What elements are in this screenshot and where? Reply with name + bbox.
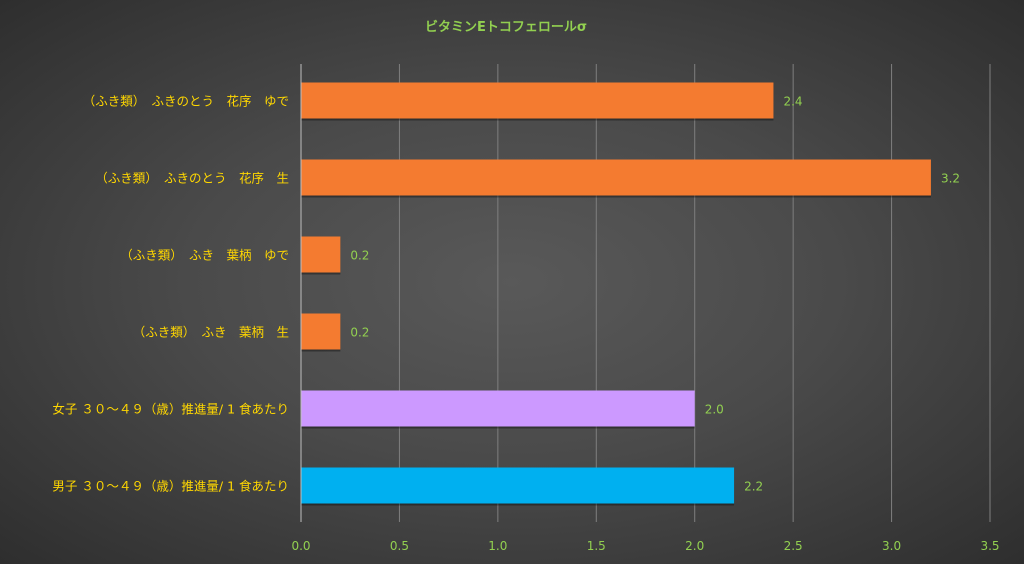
category-label: （ふき類） ふきのとう 花序 生 [95, 171, 289, 186]
x-tick-label: 0.0 [291, 539, 310, 553]
category-label: （ふき類） ふき 葉柄 ゆで [120, 248, 289, 263]
data-label: 2.2 [744, 480, 763, 494]
x-tick-label: 1.5 [587, 539, 606, 553]
data-label: 3.2 [941, 172, 960, 186]
bar [301, 390, 695, 427]
bar [301, 82, 774, 119]
data-label: 2.0 [705, 403, 724, 417]
bar [301, 236, 341, 273]
grid-lines [398, 64, 991, 522]
data-label: 2.4 [783, 95, 802, 109]
bar [301, 159, 931, 196]
category-label: 男子 ３０～４９（歳）推進量/ 1 食あたり [52, 479, 289, 494]
category-labels: （ふき類） ふきのとう 花序 ゆで （ふき類） ふきのとう 花序 生 （ふき類） ふ… [52, 94, 289, 494]
x-tick-label: 3.0 [882, 539, 901, 553]
category-label: （ふき類） ふき 葉柄 生 [133, 325, 289, 340]
data-label: 0.2 [350, 249, 369, 263]
chart-title: ビタミンEトコフェロールσ [425, 19, 587, 35]
category-label: 女子 ３０～４９（歳）推進量/ 1 食あたり [52, 402, 289, 417]
x-tick-label: 0.5 [390, 539, 409, 553]
x-tick-label: 2.5 [784, 539, 803, 553]
x-tick-label: 3.5 [980, 539, 999, 553]
bar [301, 467, 735, 504]
category-label: （ふき類） ふきのとう 花序 ゆで [83, 94, 289, 109]
data-label: 0.2 [350, 326, 369, 340]
x-tick-labels: 0.0 0.5 1.0 1.5 2.0 2.5 3.0 3.5 [291, 539, 999, 553]
bars: 2.4 3.2 0.2 0.2 2.0 2.2 [301, 82, 960, 506]
x-tick-label: 2.0 [685, 539, 704, 553]
bar [301, 313, 341, 350]
x-tick-label: 1.0 [488, 539, 507, 553]
